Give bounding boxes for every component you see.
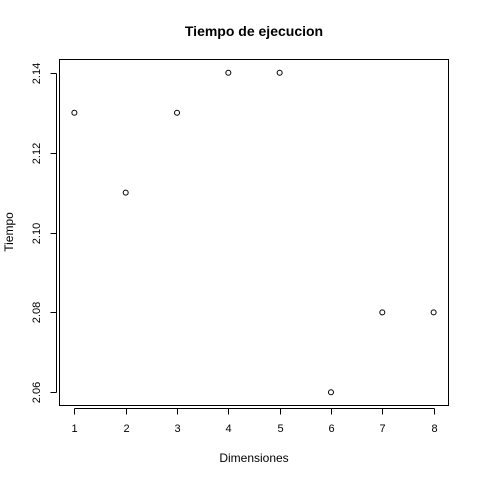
data-point xyxy=(71,109,78,116)
data-point xyxy=(122,189,129,196)
x-tick-label: 2 xyxy=(123,423,129,435)
data-point xyxy=(430,309,437,316)
y-axis: 2.06 2.08 2.10 2.12 2.14 xyxy=(31,63,57,403)
chart-title: Tiempo de ejecucion xyxy=(185,23,323,39)
x-tick-label: 5 xyxy=(277,423,283,435)
x-tick-label: 1 xyxy=(71,423,77,435)
x-tick-label: 7 xyxy=(379,423,385,435)
y-axis-label: Tiempo xyxy=(2,212,16,252)
data-point xyxy=(174,109,181,116)
y-tick-label: 2.12 xyxy=(31,143,43,164)
y-tick-label: 2.06 xyxy=(31,382,43,403)
x-tick-label: 8 xyxy=(431,423,437,435)
data-point xyxy=(379,309,386,316)
x-tick-label: 6 xyxy=(328,423,334,435)
y-tick-label: 2.14 xyxy=(31,63,43,84)
x-tick-label: 4 xyxy=(225,423,231,435)
x-axis-label: Dimensiones xyxy=(219,451,288,465)
data-point xyxy=(225,69,232,76)
y-tick-label: 2.10 xyxy=(31,223,43,244)
plot-frame xyxy=(59,59,449,406)
x-axis: 1 2 3 4 5 6 7 8 xyxy=(71,408,438,435)
data-points xyxy=(71,69,437,396)
data-point xyxy=(327,389,334,396)
x-tick-label: 3 xyxy=(174,423,180,435)
data-point xyxy=(276,69,283,76)
y-tick-label: 2.08 xyxy=(31,302,43,323)
